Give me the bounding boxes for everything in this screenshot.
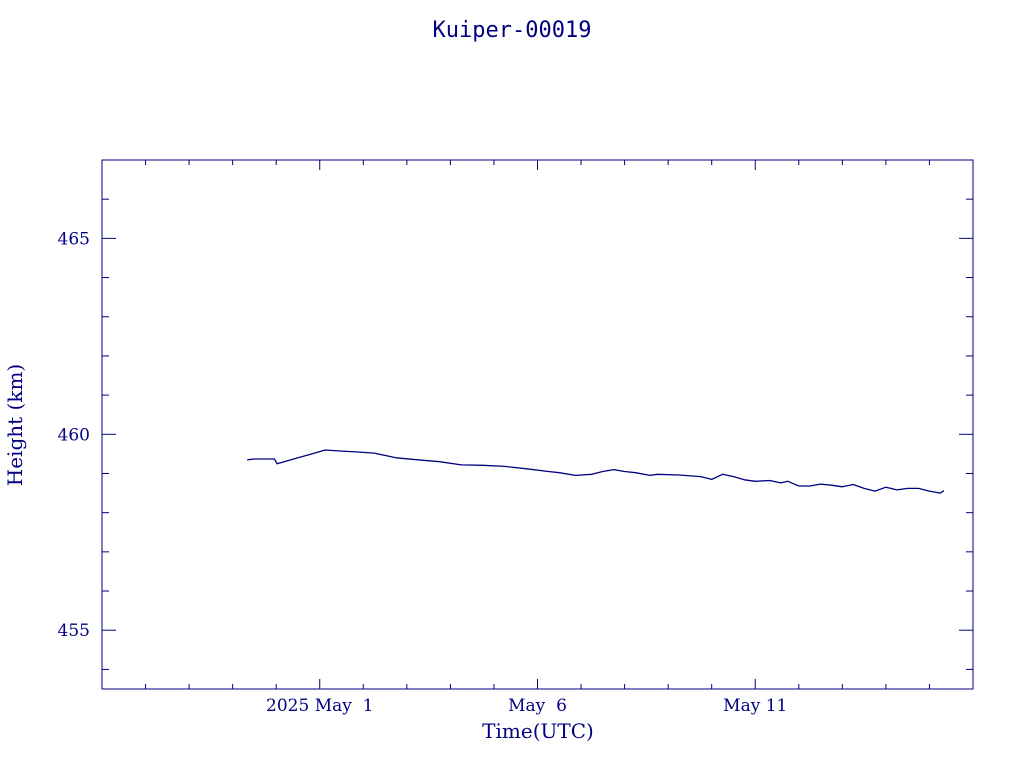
y-tick-label: 460 xyxy=(58,425,90,445)
x-axis-label: Time(UTC) xyxy=(482,719,594,743)
y-tick-label: 465 xyxy=(58,229,90,249)
x-tick-label: 2025 May 1 xyxy=(266,696,373,716)
series-layer xyxy=(247,449,945,494)
y-axis-label: Height (km) xyxy=(3,364,27,486)
y-tick-label: 455 xyxy=(58,621,90,641)
axis-tick-labels: 2025 May 1 May 6 May 11 455 460 465 xyxy=(58,229,788,716)
height-series-line xyxy=(247,449,945,494)
x-tick-label: May 11 xyxy=(723,696,787,716)
axis-ticks xyxy=(102,159,973,689)
x-tick-label: May 6 xyxy=(508,696,567,716)
chart-title: Kuiper-00019 xyxy=(433,18,592,43)
plot-frame xyxy=(101,159,974,690)
